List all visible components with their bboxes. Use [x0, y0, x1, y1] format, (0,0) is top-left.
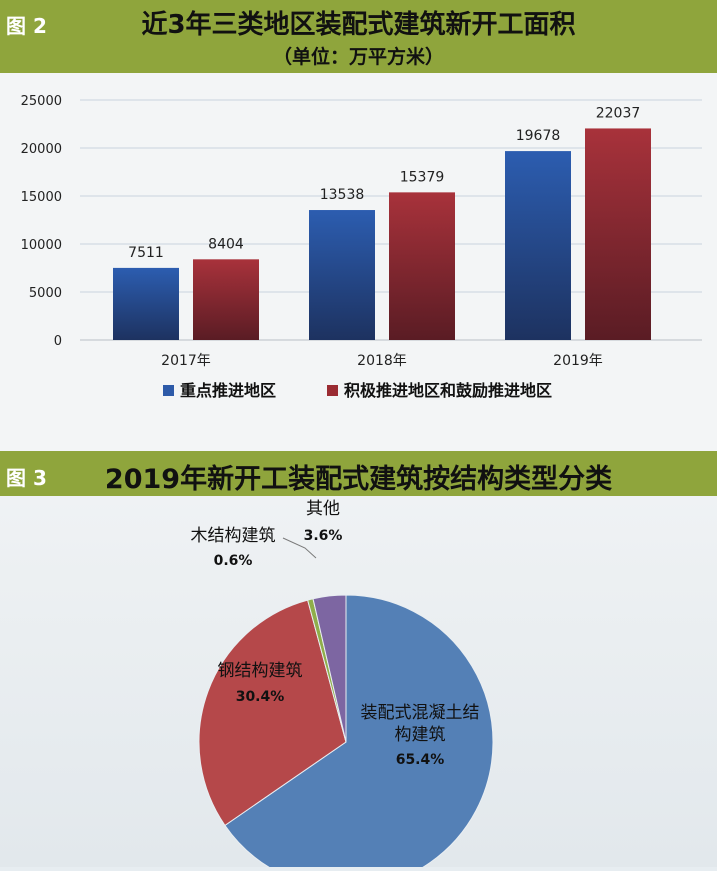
y-tick-label: 5000 [29, 286, 62, 301]
pie-percent: 3.6% [304, 528, 343, 544]
data-label: 22037 [596, 105, 641, 121]
figure3-banner: 图 3 2019年新开工装配式建筑按结构类型分类 [0, 451, 717, 496]
pie-chart-panel: 装配式混凝土结 构建筑 65.4% 钢结构建筑 30.4% 木结构建筑 0.6% 其他 3.6% [0, 496, 717, 871]
bar [505, 151, 571, 340]
pie-label: 装配式混凝土结 [361, 703, 480, 723]
figure3-label: 图 3 [6, 466, 47, 490]
pie-label: 木结构建筑 [191, 526, 276, 546]
bar [309, 210, 375, 340]
y-tick-label: 15000 [21, 190, 62, 205]
bar [389, 192, 455, 340]
leader-line [282, 537, 317, 559]
legend-label: 积极推进地区和鼓励推进地区 [344, 381, 552, 400]
figure2-title: 近3年三类地区装配式建筑新开工面积 [141, 10, 576, 40]
data-label: 13538 [320, 187, 365, 203]
y-tick-label: 20000 [21, 142, 62, 157]
x-tick-label: 2018年 [357, 353, 407, 369]
data-label: 7511 [128, 245, 164, 261]
y-tick-label: 25000 [21, 94, 62, 109]
bar-chart-panel: 0 5000 10000 15000 20000 25000 7511 8404 2017年 13… [0, 73, 717, 451]
legend-swatch [163, 385, 174, 396]
bar [113, 267, 179, 340]
legend-swatch [327, 385, 338, 396]
pie-label: 其他 [306, 499, 340, 519]
bar [193, 259, 259, 340]
bar-chart: 0 5000 10000 15000 20000 25000 7511 8404 2017年 13… [21, 94, 702, 400]
figure3-title: 2019年新开工装配式建筑按结构类型分类 [104, 464, 613, 495]
pie-percent: 30.4% [236, 689, 285, 705]
pie-percent: 65.4% [396, 752, 445, 768]
y-tick-label: 0 [54, 334, 62, 349]
data-label: 8404 [208, 236, 244, 252]
pie-slice [198, 599, 347, 827]
legend-label: 重点推进地区 [180, 381, 276, 400]
data-label: 19678 [516, 128, 561, 144]
pie-label: 构建筑 [395, 725, 446, 745]
bar [585, 128, 651, 340]
pie-percent: 0.6% [214, 553, 253, 569]
x-tick-label: 2017年 [161, 353, 211, 369]
figure2-banner: 图 2 近3年三类地区装配式建筑新开工面积 （单位：万平方米） [0, 0, 717, 73]
x-tick-label: 2019年 [553, 353, 603, 369]
y-tick-label: 10000 [21, 238, 62, 253]
figure2-subtitle: （单位：万平方米） [272, 46, 444, 68]
figure2-label: 图 2 [6, 14, 47, 38]
pie-label: 钢结构建筑 [218, 661, 303, 681]
pie-slice [224, 594, 494, 871]
pie-slice [312, 594, 347, 743]
data-label: 15379 [400, 169, 445, 185]
